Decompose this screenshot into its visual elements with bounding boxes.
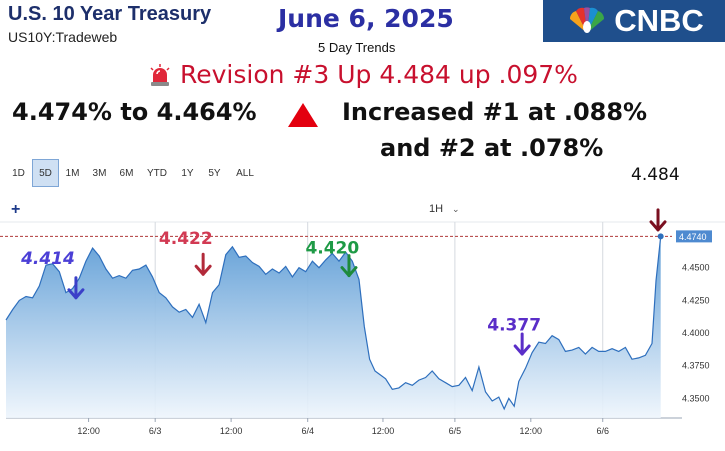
x-axis: 12:00 6/3 12:00 6/4 12:00 6/5 12:00 6/6 xyxy=(77,418,609,436)
down-arrow-icon xyxy=(194,252,212,276)
yield-range: 4.474% to 4.464% xyxy=(12,98,257,126)
x-tick-label: 6/4 xyxy=(301,426,314,436)
range-selector: 1D 5D 1M 3M 6M YTD 1Y 5Y ALL xyxy=(5,159,262,187)
range-all[interactable]: ALL xyxy=(236,167,254,179)
arrow-head xyxy=(194,264,212,276)
current-value-tag xyxy=(676,230,712,243)
arrow-head xyxy=(649,220,667,232)
interval-select[interactable]: 1H xyxy=(429,203,444,215)
current-value-dot xyxy=(657,233,664,240)
y-tick-label: 4.4500 xyxy=(682,263,710,273)
logo-text: CNBC xyxy=(614,3,704,38)
annotations: 4.414 4.422 4.420 4.377 xyxy=(20,208,667,356)
trends-label: 5 Day Trends xyxy=(318,40,396,55)
x-tick-label: 6/5 xyxy=(449,426,462,436)
x-tick-label: 12:00 xyxy=(77,426,100,436)
annotation-label: 4.422 xyxy=(159,229,213,249)
down-arrow-icon xyxy=(649,208,667,232)
series-area xyxy=(6,236,661,418)
x-tick-label: 12:00 xyxy=(372,426,395,436)
y-tick-label: 4.4250 xyxy=(682,295,710,305)
add-study-button[interactable]: + xyxy=(11,201,21,218)
range-6m[interactable]: 6M xyxy=(119,167,134,179)
y-tick-label: 4.3500 xyxy=(682,393,710,403)
chart-title: U.S. 10 Year Treasury xyxy=(8,3,212,25)
revision-row: Revision #3 Up 4.484 up .097% xyxy=(148,60,578,89)
down-arrow-icon xyxy=(67,276,85,300)
x-tick-label: 6/6 xyxy=(596,426,609,436)
range-5d[interactable]: 5D xyxy=(32,159,59,187)
peacock-icon xyxy=(570,7,605,33)
range-1y[interactable]: 1Y xyxy=(181,167,194,179)
y-axis: 4.3500 4.3750 4.4000 4.4250 4.4500 4.4740 xyxy=(657,230,712,403)
x-tick-label: 12:00 xyxy=(520,426,543,436)
cnbc-logo: CNBC xyxy=(543,0,725,42)
peak-label: 4.484 xyxy=(631,165,680,185)
annotation-label: 4.420 xyxy=(305,238,359,258)
arrow-head xyxy=(513,344,531,356)
range-5y[interactable]: 5Y xyxy=(208,167,221,179)
down-arrow-icon xyxy=(513,332,531,356)
revision-text: Revision #3 Up 4.484 up .097% xyxy=(180,60,578,89)
annotation-label: 4.377 xyxy=(487,315,541,335)
down-arrow-icon xyxy=(340,254,358,278)
current-value-label: 4.4740 xyxy=(679,232,707,242)
range-1d[interactable]: 1D xyxy=(12,167,25,179)
y-tick-label: 4.4000 xyxy=(682,328,710,338)
chevron-down-icon[interactable]: ⌄ xyxy=(452,205,460,215)
ticker-subtitle: US10Y:Tradeweb xyxy=(8,29,118,45)
red-up-triangle-icon xyxy=(288,103,318,127)
date-heading: June 6, 2025 xyxy=(278,4,454,33)
range-3m[interactable]: 3M xyxy=(92,167,107,179)
y-tick-label: 4.3750 xyxy=(682,361,710,371)
increase-line-2: and #2 at .078% xyxy=(380,134,604,162)
range-1m[interactable]: 1M xyxy=(65,167,80,179)
increase-line-1: Increased #1 at .088% xyxy=(342,98,648,126)
x-tick-label: 6/3 xyxy=(149,426,162,436)
arrow-head xyxy=(340,266,358,278)
series-line xyxy=(5,236,662,411)
annotation-label: 4.414 xyxy=(20,249,75,269)
range-ytd[interactable]: YTD xyxy=(147,167,167,179)
x-tick-label: 12:00 xyxy=(220,426,243,436)
siren-icon xyxy=(150,63,170,86)
arrow-head xyxy=(67,288,85,300)
